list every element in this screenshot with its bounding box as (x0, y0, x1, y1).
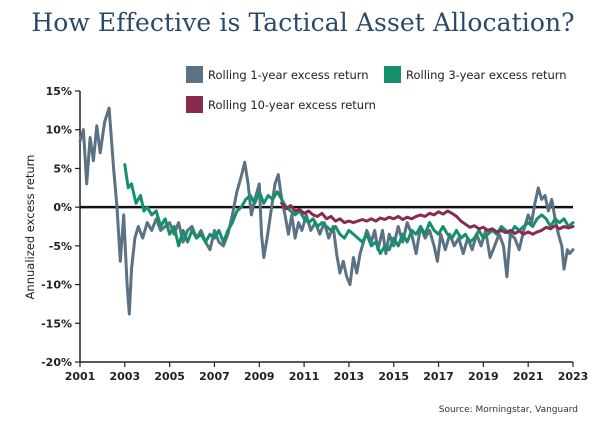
legend-swatch-10yr (186, 96, 203, 113)
x-tick-label: 2007 (199, 370, 230, 383)
chart-title: How Effective is Tactical Asset Allocati… (31, 8, 575, 37)
y-tick-label: 15% (46, 85, 72, 98)
x-tick-label: 2017 (423, 370, 454, 383)
chart-legend: Rolling 1-year excess return Rolling 3-y… (186, 66, 567, 113)
x-tick-label: 2003 (110, 370, 141, 383)
legend-label-3yr: Rolling 3-year excess return (406, 68, 567, 82)
series-line-1yr (78, 106, 575, 316)
x-tick-label: 2021 (513, 370, 544, 383)
y-tick-label: 5% (53, 162, 72, 175)
x-tick-label: 2001 (65, 370, 96, 383)
legend-label-1yr: Rolling 1-year excess return (208, 68, 369, 82)
y-tick-label: -5% (49, 240, 72, 253)
legend-swatch-3yr (384, 66, 401, 83)
y-tick-label: 10% (46, 124, 72, 137)
y-tick-label: -20% (41, 356, 72, 369)
y-tick-label: -10% (41, 279, 72, 292)
x-tick-label: 2019 (468, 370, 499, 383)
source-note: Source: Morningstar, Vanguard (439, 405, 578, 415)
y-tick-label: -15% (41, 317, 72, 330)
series-line-3yr (123, 163, 575, 256)
legend-label-10yr: Rolling 10-year excess return (208, 98, 376, 112)
x-tick-label: 2013 (334, 370, 365, 383)
series-line-10yr (280, 201, 575, 236)
y-tick-label: 0% (53, 201, 72, 214)
x-tick-label: 2009 (244, 370, 275, 383)
x-tick-label: 2005 (154, 370, 185, 383)
x-tick-label: 2023 (558, 370, 589, 383)
x-tick-label: 2011 (289, 370, 320, 383)
x-tick-label: 2015 (378, 370, 409, 383)
y-axis-label: Annualized excess return (23, 155, 37, 300)
legend-swatch-1yr (186, 66, 203, 83)
